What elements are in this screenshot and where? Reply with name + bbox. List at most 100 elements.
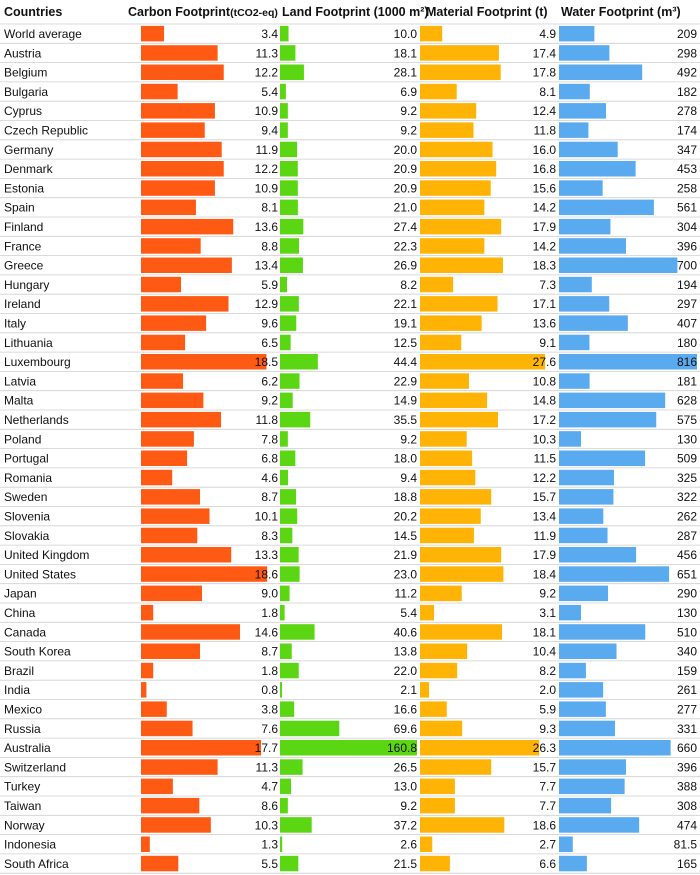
country-label: South Korea <box>4 645 71 659</box>
carbon-bar <box>141 450 188 466</box>
material-bar <box>420 797 455 814</box>
material-value: 2.0 <box>539 683 556 697</box>
header-countries-label: Countries <box>4 5 63 19</box>
water-bar <box>559 199 654 216</box>
carbon-bar <box>141 276 182 293</box>
land-bar <box>280 817 312 833</box>
material-bar <box>420 624 503 640</box>
water-bar <box>559 392 666 409</box>
water-bar <box>559 585 609 602</box>
carbon-bar <box>141 836 150 852</box>
country-label: Australia <box>4 741 51 755</box>
water-bar <box>559 682 604 698</box>
land-bar <box>280 836 283 852</box>
carbon-bar <box>141 45 218 61</box>
water-value: 130 <box>677 606 697 620</box>
country-label: Switzerland <box>4 760 66 774</box>
land-value: 27.4 <box>394 220 418 234</box>
country-label: Romania <box>4 471 52 485</box>
carbon-value: 4.6 <box>261 471 278 485</box>
land-value: 11.2 <box>395 587 418 601</box>
material-bar <box>420 701 447 717</box>
material-value: 17.1 <box>533 297 557 311</box>
water-value: 308 <box>677 799 697 813</box>
material-value: 17.8 <box>533 66 557 80</box>
land-value: 22.1 <box>394 297 418 311</box>
land-bar <box>280 547 299 563</box>
material-bar <box>420 45 499 61</box>
material-bar <box>420 103 477 119</box>
water-value: 258 <box>677 181 697 195</box>
country-label: Czech Republic <box>4 123 88 137</box>
water-bar <box>559 624 646 640</box>
land-bar <box>280 604 285 621</box>
country-label: China <box>4 606 36 620</box>
land-value: 28.1 <box>394 66 418 80</box>
water-value: 575 <box>677 413 697 427</box>
water-value: 340 <box>677 645 697 659</box>
material-value: 18.1 <box>533 625 557 639</box>
country-label: World average <box>4 27 82 41</box>
material-value: 8.2 <box>539 664 556 678</box>
material-value: 13.4 <box>533 509 557 523</box>
land-value: 23.0 <box>394 567 418 581</box>
material-value: 11.5 <box>534 452 557 466</box>
header-material: Material Footprint (t) <box>426 0 548 24</box>
material-value: 10.8 <box>533 374 557 388</box>
water-value: 209 <box>677 27 697 41</box>
land-value: 9.2 <box>400 104 417 118</box>
carbon-value: 10.1 <box>255 509 279 523</box>
carbon-value: 8.7 <box>261 490 278 504</box>
carbon-bar <box>141 489 201 505</box>
material-value: 14.8 <box>533 394 557 408</box>
carbon-bar <box>141 643 201 659</box>
land-bar <box>280 296 299 312</box>
material-value: 7.7 <box>539 780 556 794</box>
carbon-bar <box>141 431 194 447</box>
material-bar <box>420 836 433 852</box>
material-value: 15.7 <box>533 490 557 504</box>
material-value: 10.4 <box>533 645 557 659</box>
water-value: 325 <box>677 471 697 485</box>
water-value: 651 <box>677 567 697 581</box>
carbon-bar <box>141 354 267 370</box>
carbon-value: 7.8 <box>261 432 278 446</box>
country-label: Italy <box>4 316 26 330</box>
carbon-value: 11.3 <box>256 760 279 774</box>
country-label: India <box>4 683 30 697</box>
country-label: Ireland <box>4 297 41 311</box>
water-value: 700 <box>677 259 697 273</box>
country-label: Portugal <box>4 452 49 466</box>
material-bar <box>420 740 540 756</box>
carbon-value: 13.4 <box>255 259 279 273</box>
water-bar <box>559 238 626 254</box>
water-value: 816 <box>677 355 697 369</box>
country-label: Hungary <box>4 278 49 292</box>
land-bar <box>280 489 297 505</box>
material-value: 10.3 <box>533 432 557 446</box>
material-bar <box>420 296 498 312</box>
carbon-value: 5.9 <box>261 278 278 292</box>
material-bar <box>420 508 481 524</box>
water-bar <box>559 469 614 486</box>
material-value: 18.6 <box>533 818 557 832</box>
material-bar <box>420 141 493 158</box>
land-value: 14.9 <box>394 394 418 408</box>
land-bar <box>280 83 286 100</box>
carbon-value: 13.6 <box>255 220 279 234</box>
material-bar <box>420 759 492 775</box>
land-bar <box>280 103 288 119</box>
material-bar <box>420 643 468 659</box>
land-bar <box>280 315 297 331</box>
water-value: 297 <box>677 297 697 311</box>
country-label: Sweden <box>4 490 47 504</box>
carbon-value: 11.3 <box>256 46 279 60</box>
water-bar <box>559 604 581 621</box>
carbon-value: 9.4 <box>261 123 278 137</box>
material-value: 4.9 <box>539 27 556 41</box>
land-value: 20.2 <box>394 509 418 523</box>
carbon-bar <box>141 25 165 42</box>
land-bar <box>280 720 340 737</box>
water-value: 322 <box>677 490 697 504</box>
